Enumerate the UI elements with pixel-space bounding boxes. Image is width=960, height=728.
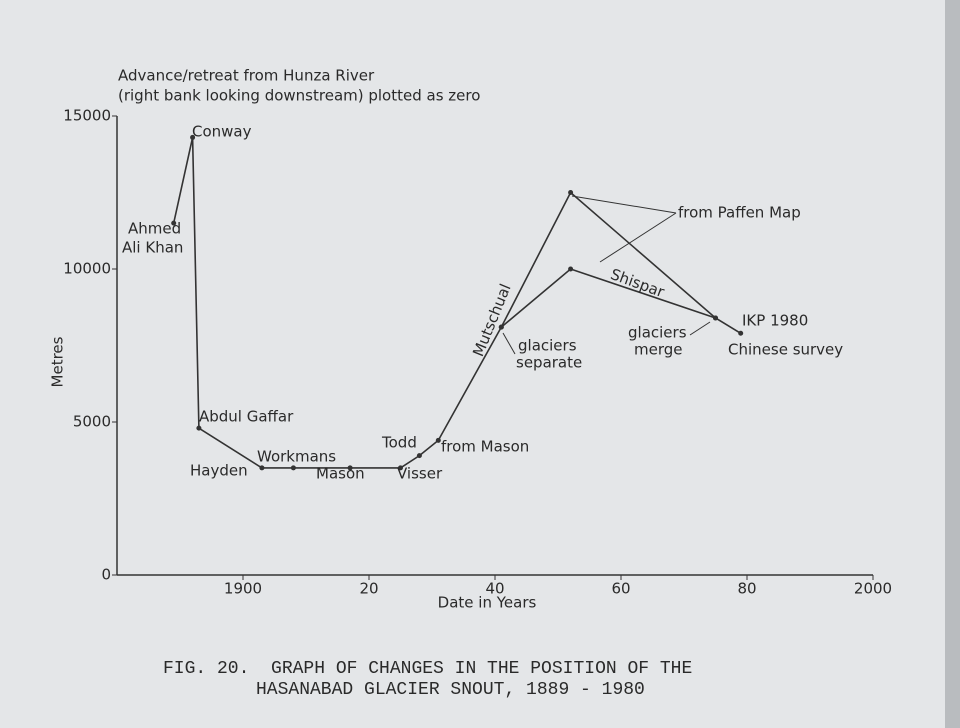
- annotation: from Paffen Map: [678, 204, 801, 222]
- point: [435, 437, 441, 443]
- annotation: Mason: [316, 465, 365, 483]
- annotation: from Mason: [441, 438, 529, 456]
- pointers: [502, 195, 711, 355]
- annotation: glaciers: [518, 337, 577, 355]
- annotation: Mutschual: [469, 281, 514, 359]
- chart-title: FIG. 20. GRAPH OF CHANGES IN THE POSITIO…: [163, 659, 692, 679]
- point: [196, 425, 202, 431]
- chart-title: HASANABAD GLACIER SNOUT, 1889 - 1980: [256, 680, 645, 700]
- x-tick-label: 40: [485, 580, 504, 598]
- annotation: glaciers: [628, 324, 687, 342]
- x-tick-label: 60: [611, 580, 630, 598]
- annotation: Visser: [397, 465, 443, 483]
- y-tick-label: 5000: [73, 413, 111, 431]
- annotation: Ali Khan: [122, 239, 183, 257]
- pointer: [599, 212, 677, 263]
- annotation: IKP 1980: [742, 312, 808, 330]
- point: [416, 453, 422, 459]
- point: [568, 266, 574, 272]
- point: [190, 134, 196, 140]
- annotation: Workmans: [257, 448, 336, 466]
- annotation: Ahmed: [128, 220, 181, 238]
- x-tick-label: 80: [737, 580, 756, 598]
- y-tick-label: 0: [101, 566, 111, 584]
- point: [398, 465, 403, 471]
- point: [347, 465, 353, 471]
- pointer: [502, 332, 516, 355]
- annotation: Abdul Gaffar: [199, 408, 294, 426]
- annotation: Hayden: [190, 462, 248, 480]
- point: [290, 465, 296, 471]
- y-tick-label: 10000: [63, 260, 111, 278]
- x-tick-label: 2000: [854, 580, 892, 598]
- point: [568, 190, 574, 195]
- point: [171, 220, 177, 226]
- subtitle: Advance/retreat from Hunza River: [118, 67, 375, 85]
- annotation: Todd: [381, 434, 417, 452]
- page-edge: [945, 0, 960, 728]
- pointer: [571, 195, 677, 214]
- annotation: separate: [516, 354, 582, 372]
- annotation: Conway: [192, 123, 252, 141]
- point: [738, 330, 744, 336]
- point: [713, 315, 718, 321]
- pointer: [689, 321, 711, 336]
- annotation: Shispar: [608, 265, 667, 301]
- x-tick-label: 1900: [224, 580, 262, 598]
- point: [498, 324, 504, 330]
- point: [259, 465, 265, 471]
- y-tick-label: 15000: [63, 107, 111, 125]
- line: [500, 268, 716, 328]
- y-axis-label: Metres: [49, 336, 67, 387]
- subtitle: (right bank looking downstream) plotted …: [118, 87, 480, 105]
- annotation: Chinese survey: [728, 341, 843, 359]
- annotation: merge: [634, 341, 683, 359]
- x-axis-label: Date in Years: [438, 594, 537, 612]
- x-tick-label: 20: [359, 580, 378, 598]
